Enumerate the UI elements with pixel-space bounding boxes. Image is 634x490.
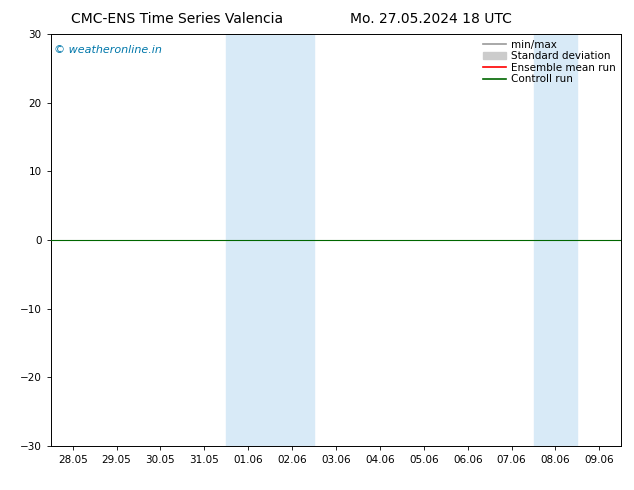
Bar: [226, 34, 314, 446]
Bar: [534, 34, 578, 446]
Text: CMC-ENS Time Series Valencia: CMC-ENS Time Series Valencia: [72, 12, 283, 26]
Text: © weatheronline.in: © weatheronline.in: [53, 45, 162, 54]
Legend: min/max, Standard deviation, Ensemble mean run, Controll run: min/max, Standard deviation, Ensemble me…: [481, 37, 618, 86]
Text: Mo. 27.05.2024 18 UTC: Mo. 27.05.2024 18 UTC: [350, 12, 512, 26]
